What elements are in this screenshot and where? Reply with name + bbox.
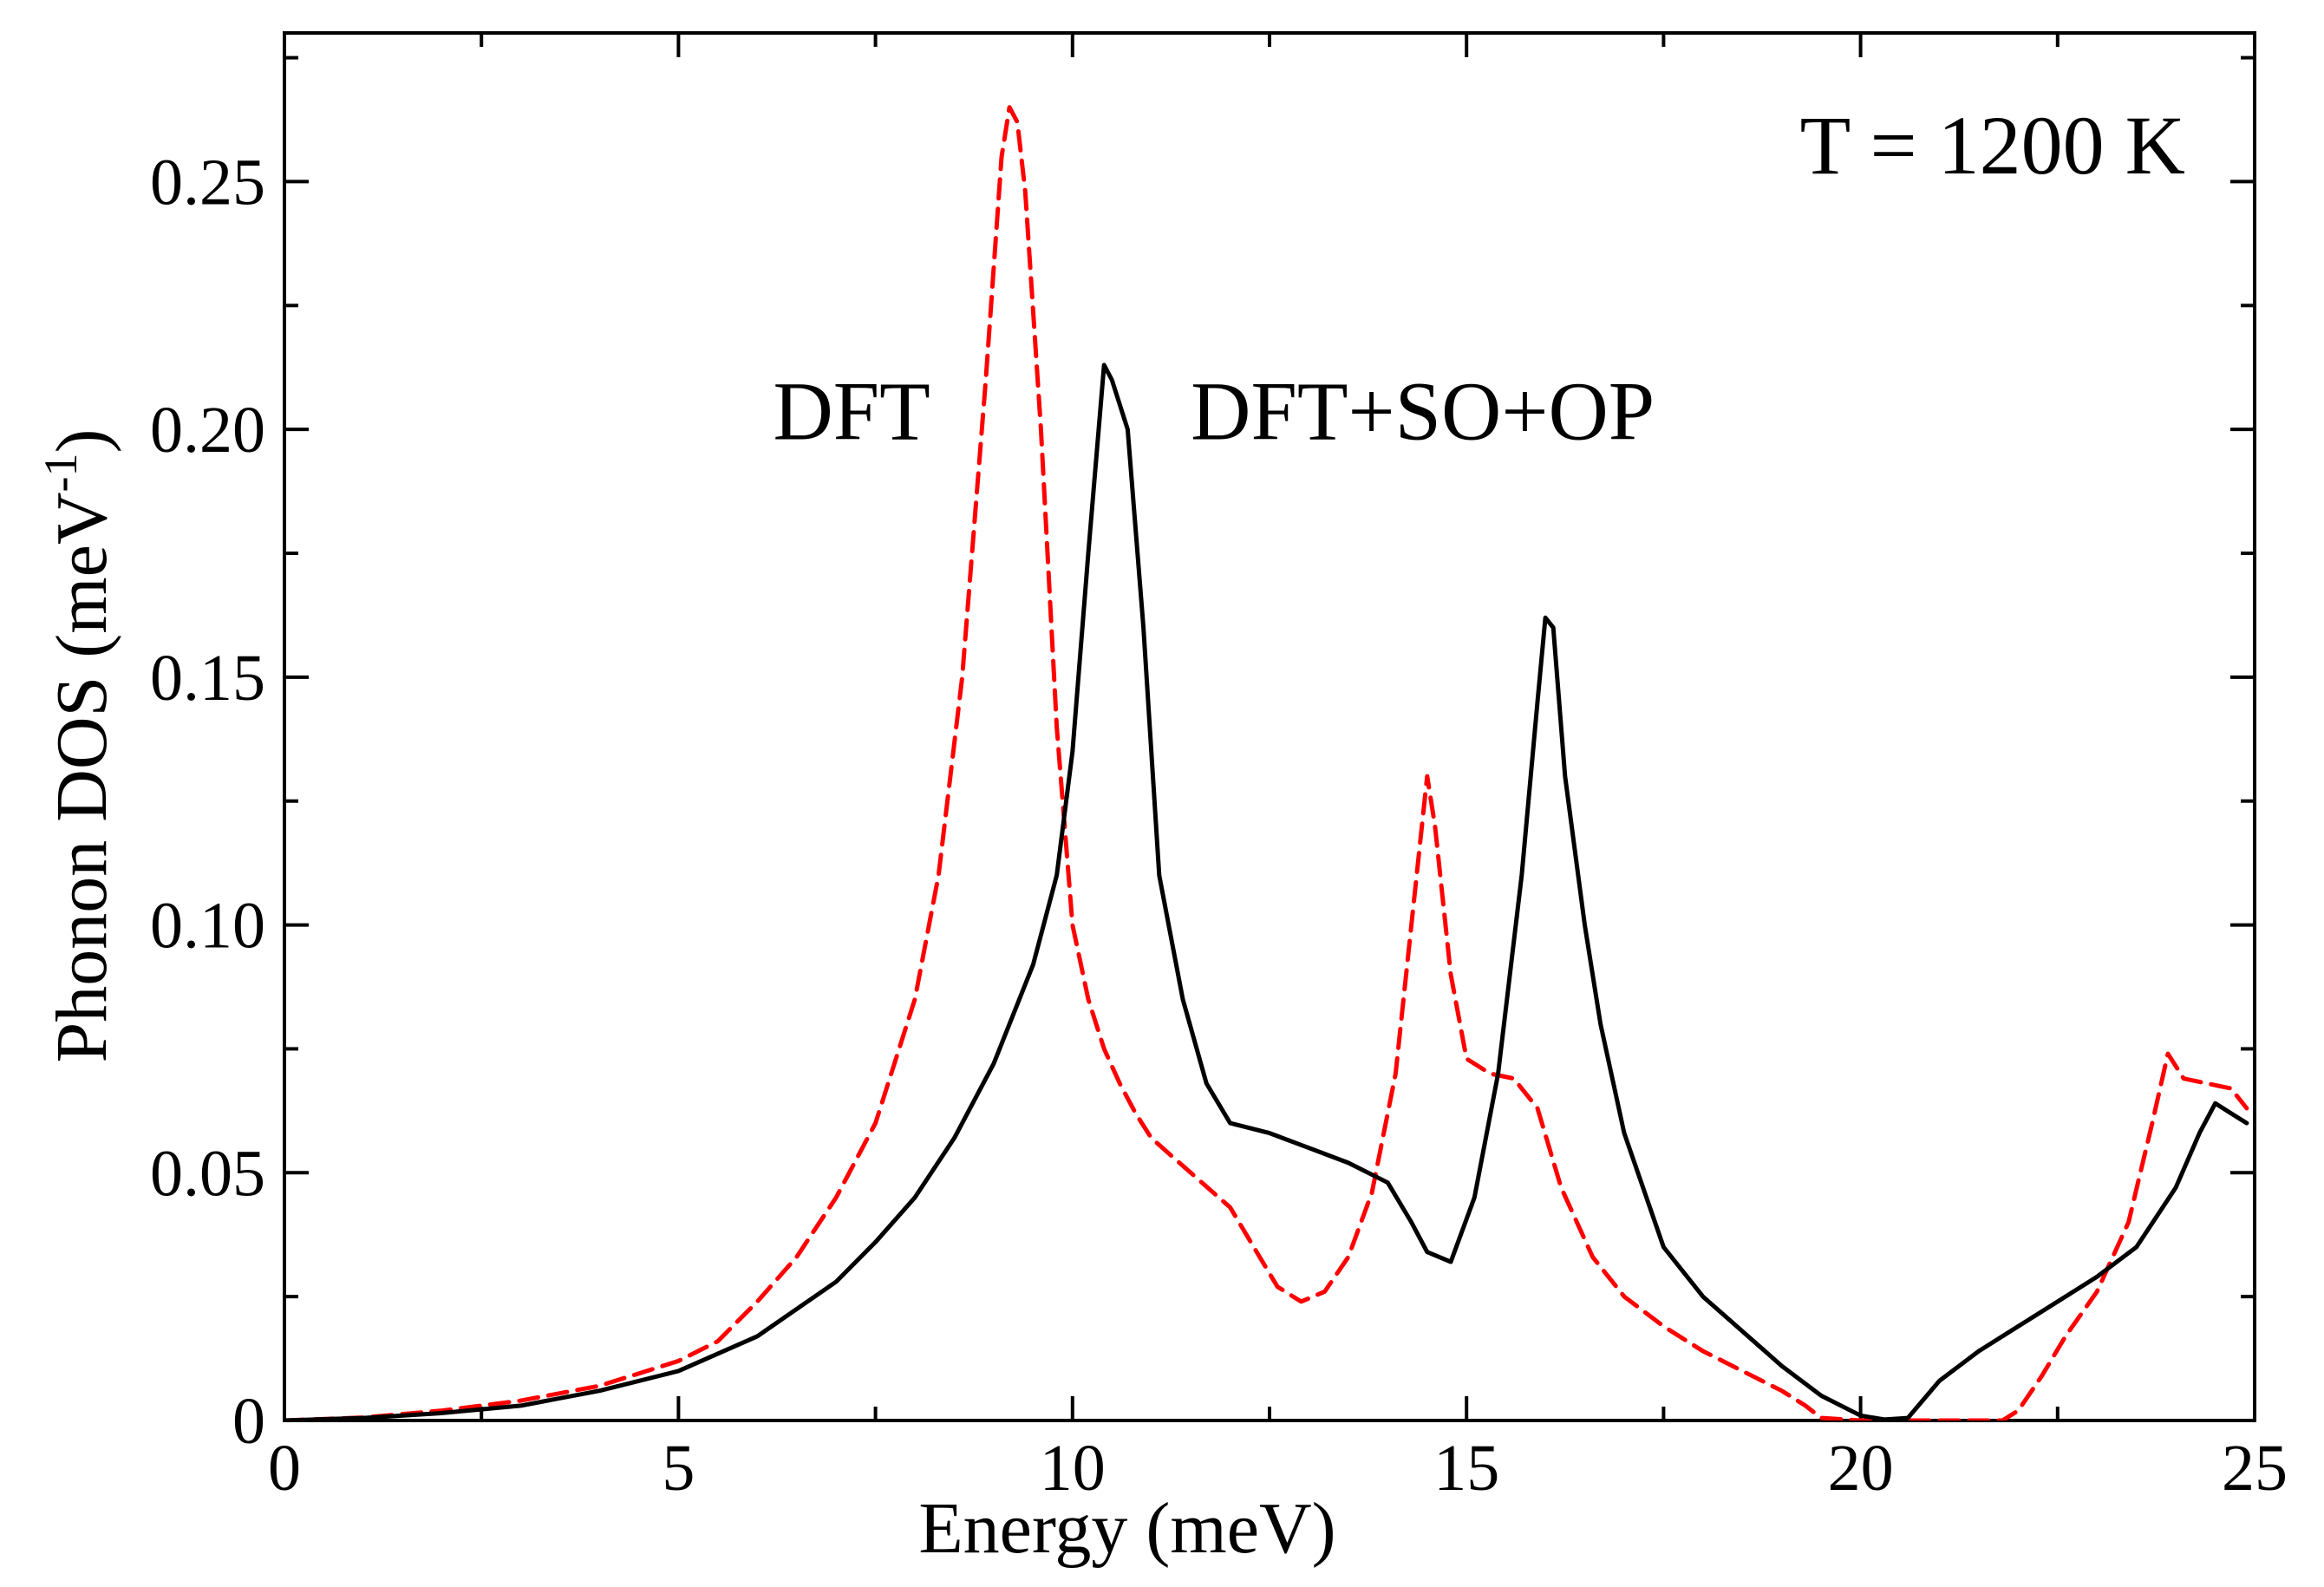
series-label-dft: DFT <box>773 365 930 458</box>
x-tick-label: 15 <box>1433 1432 1499 1505</box>
series-label-dft-so-op: DFT+SO+OP <box>1191 365 1655 458</box>
y-axis-title-main: Phonon DOS (meV <box>42 492 122 1062</box>
series-line-dft-so-op <box>284 362 2249 1420</box>
y-axis-title-sup: -1 <box>35 453 87 492</box>
x-tick-label: 20 <box>1828 1432 1894 1505</box>
y-tick-label: 0.20 <box>150 394 265 467</box>
y-tick-label: 0.05 <box>150 1137 265 1210</box>
y-tick-label: 0.10 <box>150 890 265 963</box>
axis-tick-labels: 0 5 10 15 20 25 0 0.05 0.10 0.15 0.20 0.25 <box>150 146 2288 1505</box>
series-layer <box>284 105 2249 1420</box>
temperature-annotation: T = 1200 K <box>1800 99 2185 192</box>
plot-frame <box>283 31 2256 1422</box>
series-line-dft <box>284 105 2249 1420</box>
y-tick-label: 0.25 <box>150 146 265 219</box>
axis-ticks <box>283 33 2256 1422</box>
x-tick-label: 10 <box>1040 1432 1106 1505</box>
y-axis-title-close: ) <box>42 429 122 454</box>
x-axis-title: Energy (meV) <box>918 1488 1335 1569</box>
y-axis-title: Phonon DOS (meV-1) <box>35 429 122 1063</box>
y-tick-label: 0 <box>232 1385 265 1458</box>
x-tick-label: 5 <box>662 1432 695 1505</box>
x-tick-label: 25 <box>2222 1432 2288 1505</box>
x-tick-label: 0 <box>268 1432 301 1505</box>
y-tick-label: 0.15 <box>150 642 265 715</box>
